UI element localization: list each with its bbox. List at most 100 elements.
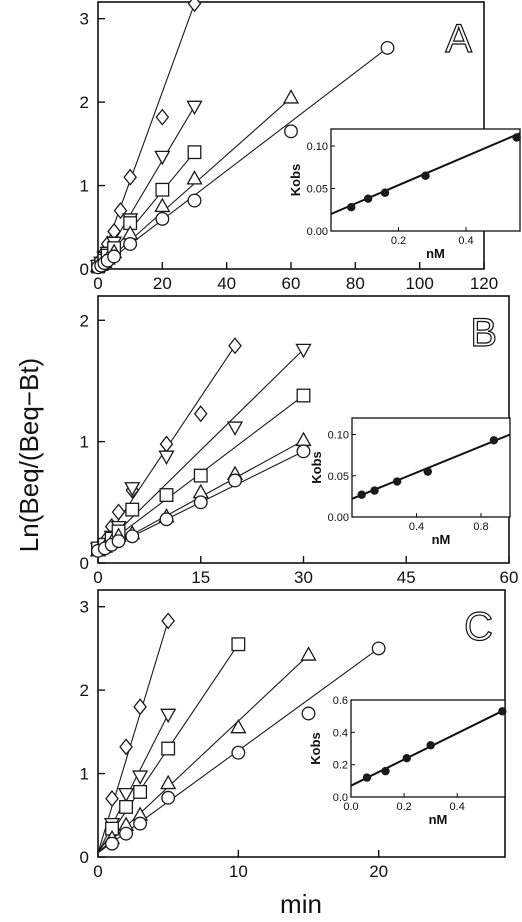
data-point-triangle-down: [131, 770, 149, 785]
y-tick-label: 2: [80, 311, 89, 330]
data-point-triangle-up: [295, 431, 312, 447]
x-tick-label: 0: [93, 568, 102, 587]
inset-y-tick-label: 0.05: [307, 184, 328, 196]
inset-point: [363, 194, 373, 203]
data-point-circle: [231, 745, 246, 760]
inset-y-tick-label: 0.00: [328, 512, 349, 524]
data-point-circle: [371, 641, 386, 656]
inset-y-label: Kobs: [288, 164, 303, 197]
x-tick-label: 0: [93, 274, 102, 293]
inset-point: [370, 486, 379, 495]
x-tick-label: 0: [93, 862, 102, 881]
data-point-triangle-up: [160, 774, 177, 790]
panel-B: 0 15 30 45 60 0 1 2 B 0.4 0.8 0.00 0.05 0.10 nM Kobs: [80, 295, 518, 587]
data-point-diamond: [155, 108, 170, 126]
data-point-circle: [187, 193, 202, 208]
inset-point: [498, 707, 507, 716]
x-axis-label: min: [280, 889, 322, 919]
data-point-square: [296, 388, 311, 403]
data-point-circle: [155, 211, 170, 226]
data-point-square: [119, 799, 134, 814]
data-point-diamond: [161, 612, 176, 630]
y-tick-label: 0: [80, 554, 89, 573]
panel-label: A: [445, 17, 472, 61]
x-tick-label: 120: [470, 274, 498, 293]
data-point-diamond: [105, 790, 119, 808]
data-point-circle: [119, 826, 134, 841]
panel-label: B: [470, 311, 497, 355]
x-tick-label: 100: [405, 274, 433, 293]
x-tick-label: 45: [397, 568, 416, 587]
data-point-circle: [193, 495, 208, 510]
inset-x-tick-label: 0.8: [473, 521, 488, 533]
data-point-triangle-up: [230, 718, 247, 734]
inset-x-tick-label: 0.2: [396, 801, 411, 813]
x-tick-label: 20: [369, 862, 388, 881]
inset-point: [512, 133, 521, 142]
inset-x-tick-label: 0.4: [450, 801, 465, 813]
y-tick-label: 2: [80, 681, 89, 700]
data-point-square: [231, 637, 246, 652]
y-tick-label: 0: [80, 848, 89, 867]
data-point-triangle-down: [124, 482, 141, 497]
inset-point: [426, 741, 435, 750]
inset-point: [489, 436, 499, 445]
data-point-square: [125, 502, 140, 517]
inset: 0.4 0.8 0.00 0.05 0.10 nM Kobs: [309, 417, 511, 547]
inset-point: [347, 203, 356, 212]
data-point-triangle-down: [186, 100, 203, 116]
inset-x-tick-label: 0.4: [458, 235, 473, 247]
inset-y-label: Kobs: [309, 451, 324, 484]
data-point-triangle-down: [158, 450, 175, 466]
inset-y-tick-label: 0.2: [333, 760, 348, 772]
inset-fit-line: [351, 433, 511, 500]
x-tick-label: 30: [294, 568, 313, 587]
data-point-diamond: [119, 738, 133, 756]
fit-line: [97, 620, 169, 853]
inset-point: [402, 754, 411, 763]
data-point-circle: [133, 816, 148, 831]
data-point-square: [155, 182, 170, 197]
inset-point: [381, 766, 390, 776]
inset-point: [392, 477, 402, 486]
y-tick-label: 3: [80, 10, 89, 29]
data-point-circle: [111, 534, 126, 549]
data-point-diamond: [187, 0, 202, 13]
inset-x-label: nM: [429, 812, 448, 827]
x-tick-label: 40: [217, 274, 236, 293]
data-point-circle: [380, 40, 395, 55]
inset-y-tick-label: 0.10: [307, 141, 328, 153]
inset-x-tick-label: 0.0: [343, 801, 358, 813]
data-point-circle: [284, 124, 298, 139]
inset-y-tick-label: 0.6: [333, 695, 348, 707]
data-point-diamond: [133, 698, 147, 716]
y-tick-label: 2: [80, 93, 89, 112]
data-point-circle: [296, 444, 311, 459]
inset-y-tick-label: 0.00: [307, 226, 328, 238]
fit-line: [97, 47, 388, 270]
data-point-triangle-down: [160, 708, 177, 724]
data-point-circle: [228, 473, 242, 488]
data-point-diamond: [159, 435, 174, 453]
x-tick-label: 10: [229, 862, 248, 881]
inset-y-label: Kobs: [308, 732, 323, 765]
y-tick-label: 1: [80, 433, 89, 452]
data-point-square: [193, 468, 208, 483]
data-point-triangle-down: [295, 343, 312, 359]
data-point-circle: [125, 529, 140, 544]
x-tick-label: 60: [282, 274, 301, 293]
inset-y-tick-label: 0.4: [333, 727, 348, 739]
data-point-triangle-down: [154, 150, 171, 166]
x-tick-label: 20: [153, 274, 172, 293]
data-point-triangle-up: [186, 170, 203, 185]
fit-line: [97, 349, 304, 552]
inset-y-tick-label: 0.10: [328, 430, 349, 442]
inset-point: [380, 188, 390, 197]
data-point-diamond: [193, 405, 208, 423]
x-tick-label: 80: [346, 274, 365, 293]
data-point-diamond: [228, 337, 242, 355]
data-point-circle: [161, 790, 176, 805]
data-point-square: [161, 741, 176, 756]
data-point-circle: [159, 512, 174, 527]
